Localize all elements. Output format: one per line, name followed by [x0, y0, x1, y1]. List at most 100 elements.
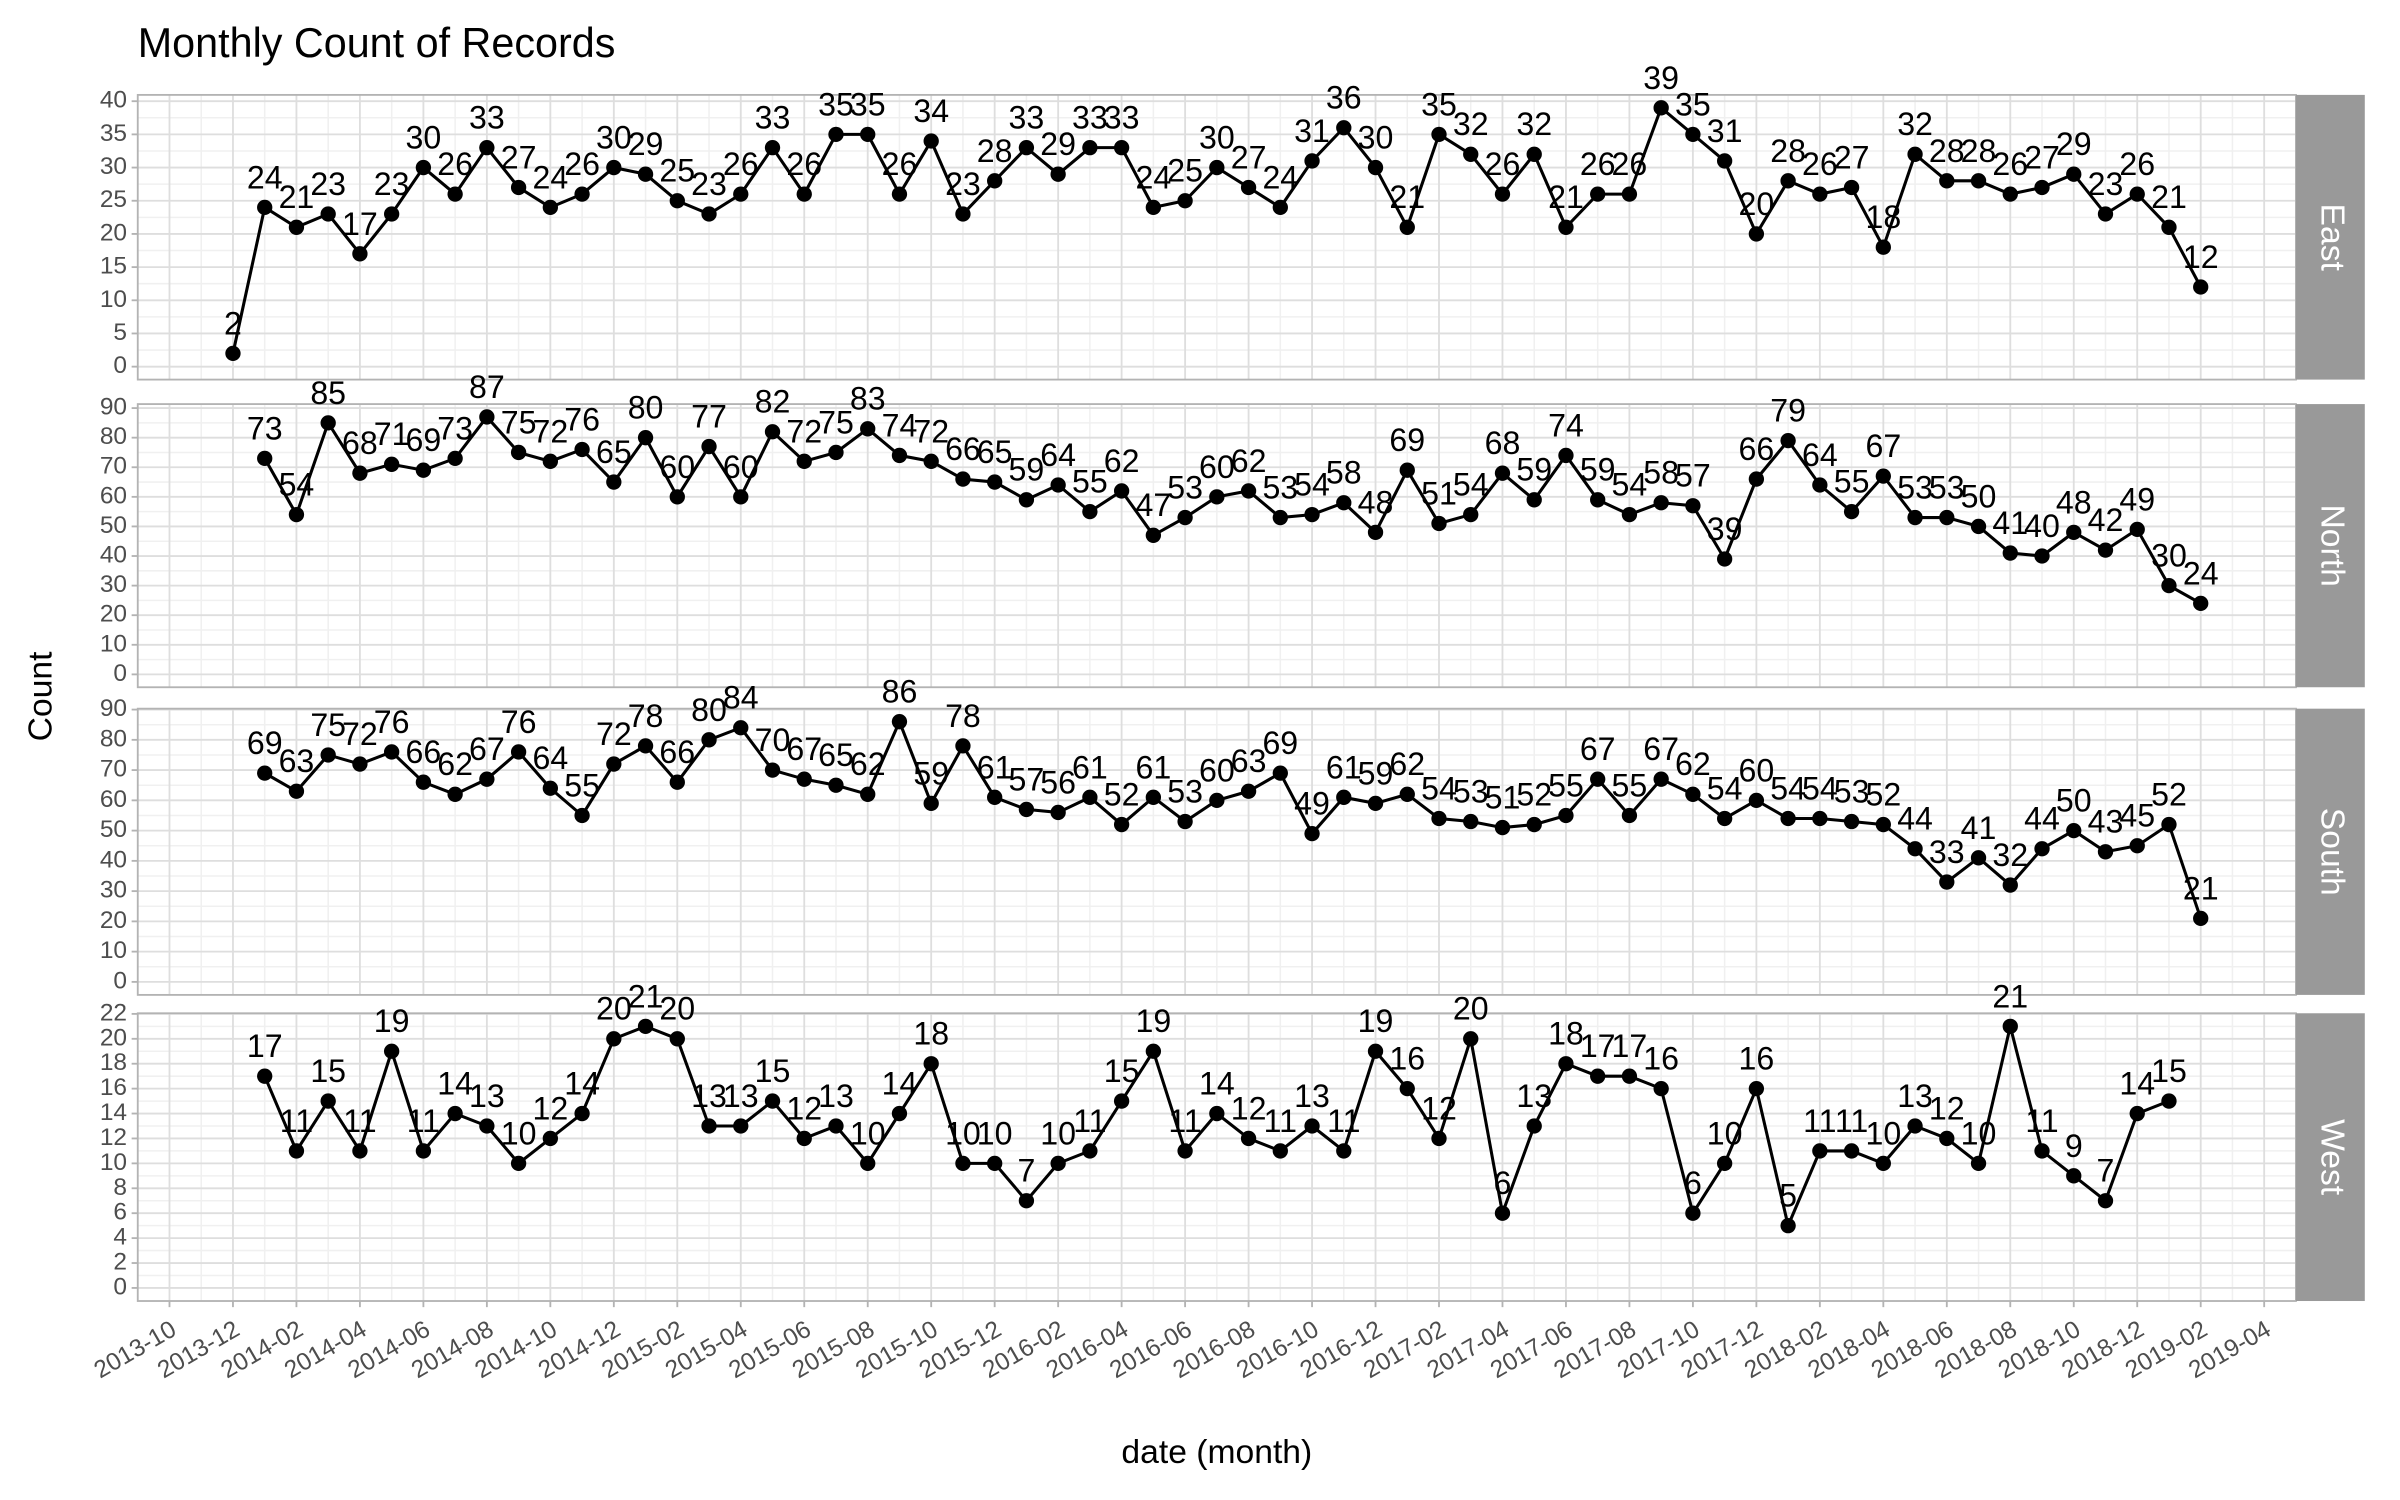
data-label: 12 [786, 1090, 822, 1126]
data-point [1272, 765, 1288, 781]
data-point [1621, 807, 1638, 824]
data-label: 70 [755, 722, 791, 758]
data-label: 30 [2151, 538, 2187, 574]
data-label: 21 [1548, 179, 1584, 215]
y-tick-label: 70 [100, 453, 127, 480]
data-point [415, 774, 432, 790]
data-label: 67 [1580, 731, 1616, 767]
data-point [1494, 186, 1511, 202]
data-point [860, 1155, 876, 1172]
data-point [606, 756, 622, 772]
data-label: 31 [1707, 113, 1743, 149]
data-point [1145, 199, 1162, 216]
data-label: 19 [1358, 1003, 1394, 1039]
data-point [1050, 1155, 1066, 1172]
data-point [1970, 518, 1987, 535]
data-point [1526, 816, 1542, 833]
data-label: 61 [1326, 749, 1362, 785]
data-point [542, 1130, 558, 1147]
data-point [257, 450, 273, 467]
data-label: 52 [2151, 776, 2187, 812]
data-label: 69 [1389, 422, 1425, 458]
data-label: 75 [818, 404, 854, 440]
data-point [479, 140, 495, 156]
data-label: 78 [628, 698, 664, 734]
data-label: 30 [1358, 119, 1394, 155]
data-label: 44 [2024, 801, 2060, 837]
data-point [987, 1155, 1003, 1172]
data-label: 26 [1802, 146, 1838, 182]
data-point [1558, 447, 1574, 464]
data-label: 13 [1897, 1078, 1933, 1114]
data-point [1145, 789, 1162, 805]
data-point [1748, 226, 1765, 242]
data-label: 33 [1104, 100, 1140, 136]
data-label: 7 [1017, 1153, 1035, 1189]
data-label: 15 [755, 1053, 791, 1089]
data-point [2066, 524, 2082, 541]
data-point [288, 1143, 305, 1159]
data-point [1082, 140, 1098, 156]
data-point [2034, 841, 2050, 857]
data-point [2193, 910, 2209, 927]
data-label: 59 [913, 755, 949, 791]
data-label: 32 [1992, 837, 2028, 873]
data-point [860, 126, 876, 143]
data-label: 73 [437, 410, 473, 446]
data-label: 16 [1643, 1041, 1679, 1077]
data-label: 26 [882, 146, 918, 182]
data-point [2066, 822, 2082, 839]
data-point [257, 765, 273, 781]
data-point [1748, 792, 1765, 809]
data-point [1336, 120, 1352, 136]
y-tick-label: 20 [100, 219, 127, 246]
data-label: 33 [1009, 100, 1045, 136]
data-point [574, 441, 590, 458]
data-label: 72 [596, 716, 632, 752]
data-label: 75 [501, 404, 537, 440]
data-point [447, 1105, 463, 1122]
data-label: 29 [2056, 126, 2092, 162]
data-point [352, 246, 368, 262]
y-tick-label: 40 [100, 87, 127, 114]
y-tick-label: 5 [113, 319, 127, 346]
data-label: 71 [374, 416, 410, 452]
data-label: 21 [628, 978, 664, 1014]
data-point [2002, 877, 2018, 893]
data-label: 14 [437, 1065, 473, 1101]
data-point [1304, 825, 1320, 842]
data-label: 58 [1326, 455, 1362, 491]
data-point [1240, 1130, 1257, 1147]
data-label: 72 [913, 413, 949, 449]
data-label: 17 [1612, 1028, 1648, 1064]
data-point [352, 465, 368, 481]
y-tick-label: 0 [113, 1273, 127, 1300]
data-point [1843, 1143, 1860, 1159]
data-point [1431, 1130, 1447, 1147]
data-point [701, 1118, 717, 1134]
data-label: 52 [1865, 776, 1901, 812]
data-point [1050, 477, 1066, 493]
data-point [2066, 1168, 2082, 1184]
data-label: 28 [1961, 133, 1997, 169]
strip [2295, 708, 2365, 995]
data-label: 73 [247, 410, 283, 446]
data-label: 62 [437, 746, 473, 782]
data-point [1590, 771, 1606, 787]
data-label: 63 [279, 743, 315, 779]
data-point [1177, 1143, 1193, 1159]
data-label: 28 [1770, 133, 1806, 169]
data-label: 26 [723, 146, 759, 182]
data-point [1590, 492, 1606, 508]
data-label: 20 [1739, 186, 1775, 222]
data-point [1177, 193, 1193, 209]
data-label: 5 [1779, 1178, 1797, 1214]
data-point [1590, 186, 1606, 202]
data-point [1907, 509, 1923, 526]
data-point [701, 206, 717, 222]
data-label: 64 [1040, 437, 1076, 473]
y-tick-label: 14 [100, 1099, 127, 1126]
data-label: 55 [1548, 767, 1584, 803]
data-label: 33 [1929, 834, 1965, 870]
data-label: 26 [437, 146, 473, 182]
